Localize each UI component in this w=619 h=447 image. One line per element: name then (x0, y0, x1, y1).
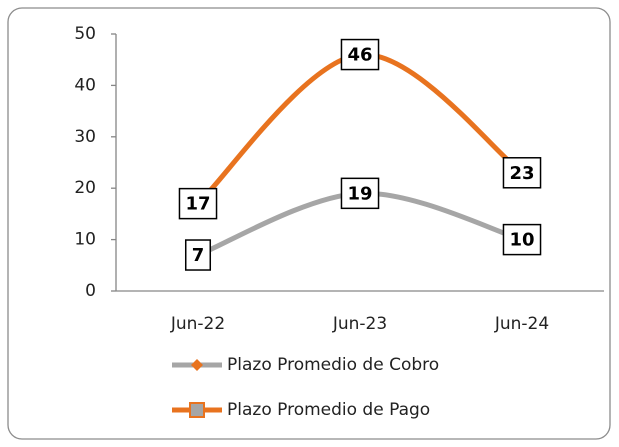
legend-marker (189, 402, 205, 418)
legend-marker (191, 359, 203, 371)
y-tick-label: 10 (74, 230, 96, 250)
y-tick-label: 50 (74, 24, 96, 44)
data-label: 19 (340, 177, 380, 210)
data-label-text: 17 (185, 194, 210, 215)
data-label-text: 19 (347, 183, 372, 204)
y-tick-label: 0 (85, 281, 96, 301)
data-label: 7 (184, 239, 212, 271)
legend-label: Plazo Promedio de Pago (227, 400, 430, 420)
x-tick-label: Jun-23 (332, 314, 387, 334)
data-label-box (340, 177, 380, 210)
y-tick-label: 40 (74, 75, 96, 95)
x-tick-label: Jun-22 (170, 314, 225, 334)
data-label-box (502, 223, 542, 256)
y-tick-label: 20 (74, 178, 96, 198)
data-label-text: 7 (192, 245, 205, 266)
data-label: 17 (178, 187, 218, 220)
data-label-box (184, 239, 212, 271)
data-label-text: 23 (509, 163, 534, 184)
data-label: 46 (340, 38, 380, 71)
data-label-box (178, 187, 218, 220)
x-tick-label: Jun-24 (494, 314, 549, 334)
legend-label: Plazo Promedio de Cobro (227, 355, 439, 375)
data-label-box (340, 38, 380, 71)
data-label-box (502, 157, 542, 189)
data-label-text: 10 (509, 230, 534, 251)
y-tick-label: 30 (74, 127, 96, 147)
data-label: 10 (502, 223, 542, 256)
data-label-text: 46 (347, 45, 372, 66)
data-label: 23 (502, 157, 542, 189)
